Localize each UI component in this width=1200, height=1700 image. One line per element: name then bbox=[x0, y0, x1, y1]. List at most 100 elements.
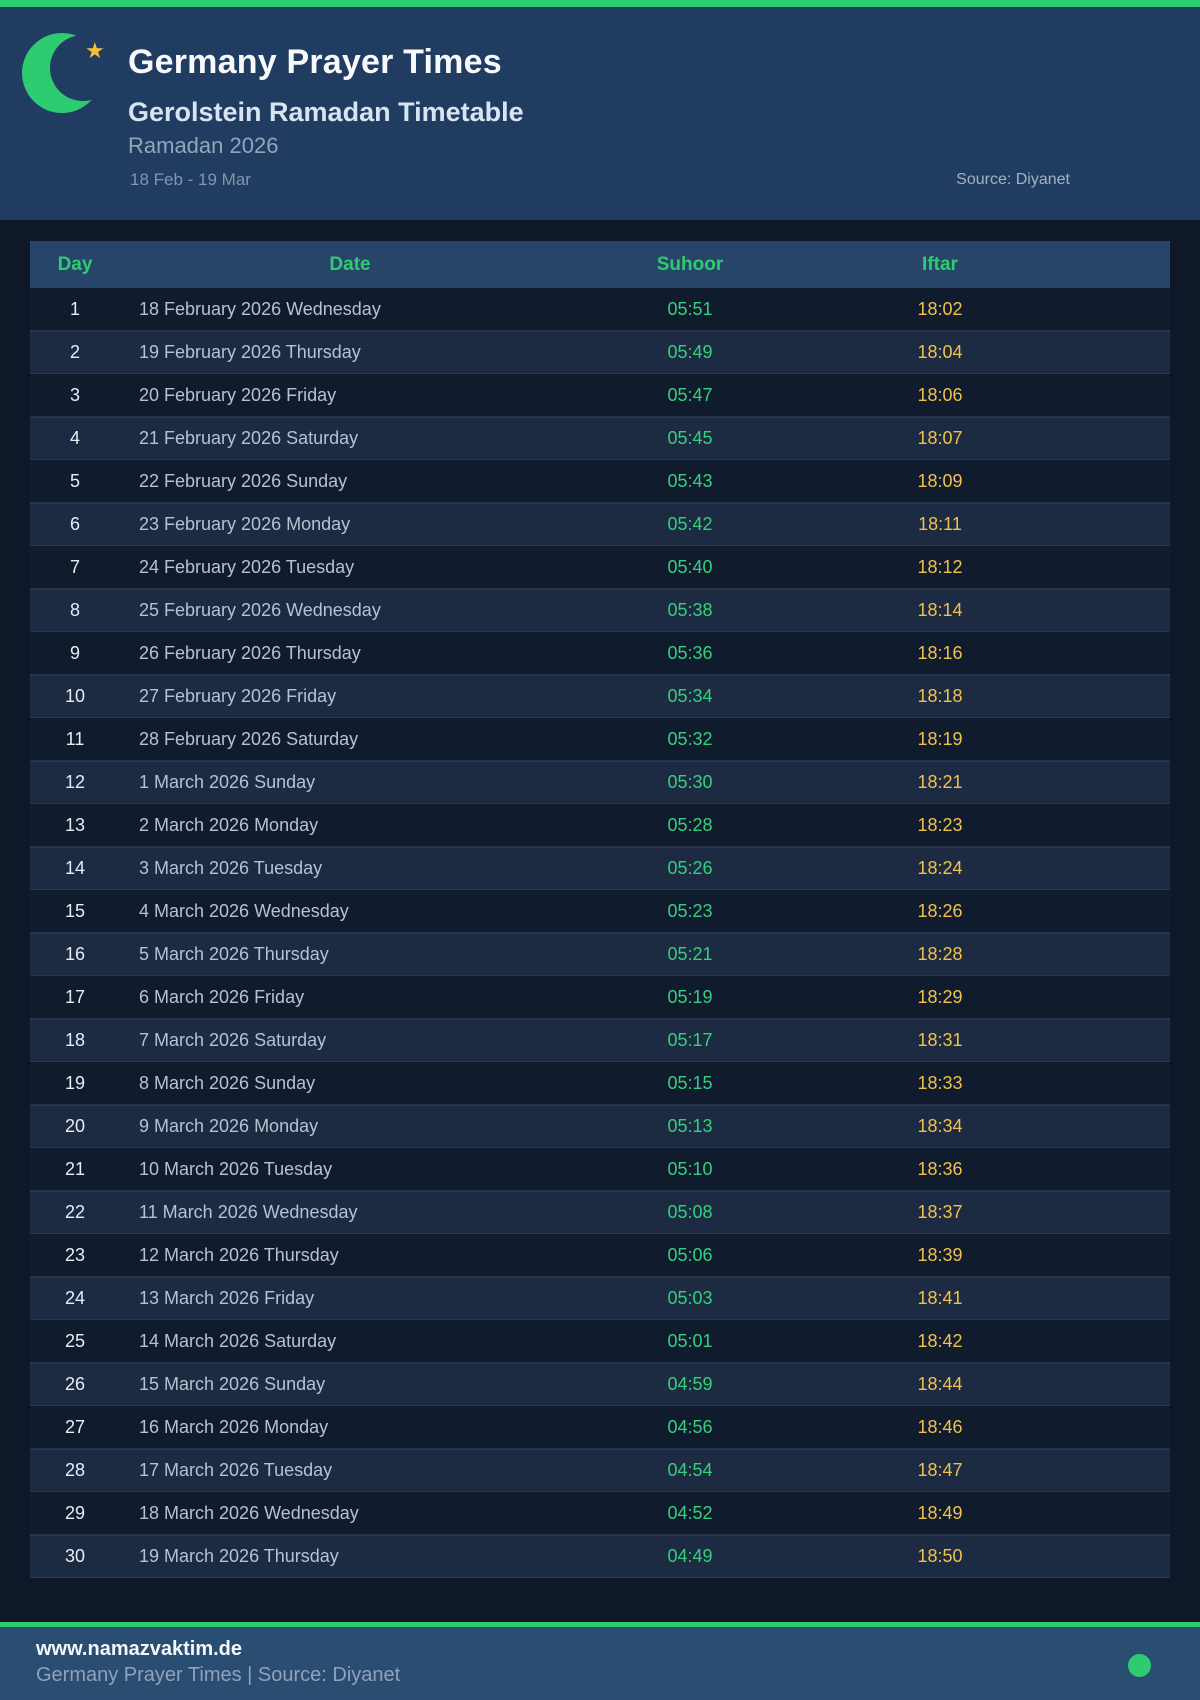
table-row: 7 24 February 2026 Tuesday 05:40 18:12 bbox=[30, 546, 1170, 589]
page-subtitle: Gerolstein Ramadan Timetable bbox=[128, 97, 524, 127]
day-cell: 9 bbox=[69, 642, 80, 663]
iftar-cell: 18:06 bbox=[917, 384, 963, 405]
iftar-cell: 18:44 bbox=[917, 1374, 963, 1394]
table-row: 1 18 February 2026 Wednesday 05:51 18:02 bbox=[30, 288, 1170, 331]
table-row: 10 27 February 2026 Friday 05:34 18:18 bbox=[30, 675, 1170, 718]
date-cell: 11 March 2026 Wednesday bbox=[139, 1202, 358, 1222]
date-cell: 22 February 2026 Sunday bbox=[139, 470, 348, 491]
suhoor-cell: 04:49 bbox=[667, 1546, 713, 1566]
suhoor-cell: 04:54 bbox=[667, 1460, 713, 1480]
date-cell: 26 February 2026 Thursday bbox=[139, 642, 361, 663]
day-cell: 27 bbox=[64, 1416, 86, 1437]
date-cell: 4 March 2026 Wednesday bbox=[139, 900, 349, 921]
table-row: 30 19 March 2026 Thursday 04:49 18:50 bbox=[30, 1535, 1170, 1578]
iftar-cell: 18:31 bbox=[917, 1030, 963, 1050]
day-cell: 1 bbox=[69, 298, 80, 319]
date-cell: 20 February 2026 Friday bbox=[139, 384, 337, 405]
suhoor-cell: 05:34 bbox=[667, 686, 713, 706]
iftar-cell: 18:50 bbox=[917, 1546, 963, 1566]
date-cell: 19 February 2026 Thursday bbox=[139, 342, 361, 362]
source-label: Source: Diyanet bbox=[956, 171, 1070, 188]
date-cell: 25 February 2026 Wednesday bbox=[139, 600, 381, 620]
day-cell: 18 bbox=[64, 1030, 86, 1050]
season-label: Ramadan 2026 bbox=[128, 133, 279, 158]
table-body: 1 18 February 2026 Wednesday 05:51 18:02 2 19… bbox=[30, 288, 1170, 1578]
day-cell: 10 bbox=[64, 686, 86, 706]
date-cell: 10 March 2026 Tuesday bbox=[139, 1158, 333, 1179]
column-header-date: Date bbox=[329, 253, 371, 275]
day-cell: 19 bbox=[64, 1072, 86, 1093]
iftar-cell: 18:28 bbox=[917, 944, 963, 964]
table-row: 8 25 February 2026 Wednesday 05:38 18:14 bbox=[30, 589, 1170, 632]
column-header-suhoor: Suhoor bbox=[656, 253, 724, 275]
date-cell: 6 March 2026 Friday bbox=[139, 986, 305, 1007]
suhoor-cell: 05:28 bbox=[667, 814, 713, 835]
footer: www.namazvaktim.de Germany Prayer Times … bbox=[0, 1627, 1200, 1700]
day-cell: 12 bbox=[64, 772, 86, 792]
iftar-cell: 18:07 bbox=[917, 428, 963, 448]
suhoor-cell: 05:06 bbox=[667, 1244, 713, 1265]
date-range: 18 Feb - 19 Mar bbox=[130, 170, 251, 189]
day-cell: 28 bbox=[64, 1460, 86, 1480]
suhoor-cell: 05:51 bbox=[667, 298, 713, 319]
date-cell: 19 March 2026 Thursday bbox=[139, 1546, 339, 1566]
day-cell: 17 bbox=[64, 986, 86, 1007]
day-cell: 2 bbox=[69, 342, 80, 362]
date-cell: 21 February 2026 Saturday bbox=[139, 428, 359, 448]
green-dot-icon bbox=[1128, 1654, 1151, 1677]
date-cell: 2 March 2026 Monday bbox=[139, 814, 319, 835]
table-header-row: Day Date Suhoor Iftar bbox=[30, 241, 1170, 288]
table-row: 25 14 March 2026 Saturday 05:01 18:42 bbox=[30, 1320, 1170, 1363]
suhoor-cell: 04:59 bbox=[667, 1374, 713, 1394]
date-cell: 27 February 2026 Friday bbox=[139, 686, 337, 706]
table-row: 3 20 February 2026 Friday 05:47 18:06 bbox=[30, 374, 1170, 417]
table-row: 16 5 March 2026 Thursday 05:21 18:28 bbox=[30, 933, 1170, 976]
iftar-cell: 18:04 bbox=[917, 342, 963, 362]
date-cell: 28 February 2026 Saturday bbox=[139, 728, 359, 749]
suhoor-cell: 05:30 bbox=[667, 772, 713, 792]
iftar-cell: 18:24 bbox=[917, 858, 963, 878]
iftar-cell: 18:37 bbox=[917, 1202, 963, 1222]
iftar-cell: 18:29 bbox=[917, 986, 963, 1007]
table-row: 29 18 March 2026 Wednesday 04:52 18:49 bbox=[30, 1492, 1170, 1535]
table-row: 11 28 February 2026 Saturday 05:32 18:19 bbox=[30, 718, 1170, 761]
day-cell: 25 bbox=[64, 1330, 86, 1351]
day-cell: 7 bbox=[69, 556, 80, 577]
iftar-cell: 18:09 bbox=[917, 470, 963, 491]
column-header-iftar: Iftar bbox=[922, 253, 958, 275]
day-cell: 5 bbox=[69, 470, 80, 491]
suhoor-cell: 05:03 bbox=[667, 1288, 713, 1308]
date-cell: 15 March 2026 Sunday bbox=[139, 1374, 326, 1394]
table-row: 18 7 March 2026 Saturday 05:17 18:31 bbox=[30, 1019, 1170, 1062]
suhoor-cell: 04:52 bbox=[667, 1502, 713, 1523]
iftar-cell: 18:23 bbox=[917, 814, 963, 835]
iftar-cell: 18:02 bbox=[917, 298, 963, 319]
date-cell: 8 March 2026 Sunday bbox=[139, 1072, 316, 1093]
suhoor-cell: 04:56 bbox=[667, 1416, 713, 1437]
date-cell: 23 February 2026 Monday bbox=[139, 514, 351, 534]
table-row: 6 23 February 2026 Monday 05:42 18:11 bbox=[30, 503, 1170, 546]
suhoor-cell: 05:43 bbox=[667, 470, 713, 491]
table-row: 13 2 March 2026 Monday 05:28 18:23 bbox=[30, 804, 1170, 847]
day-cell: 26 bbox=[64, 1374, 86, 1394]
date-cell: 18 March 2026 Wednesday bbox=[139, 1502, 359, 1523]
date-cell: 12 March 2026 Thursday bbox=[139, 1244, 339, 1265]
day-cell: 14 bbox=[64, 858, 86, 878]
table-row: 9 26 February 2026 Thursday 05:36 18:16 bbox=[30, 632, 1170, 675]
date-cell: 14 March 2026 Saturday bbox=[139, 1330, 337, 1351]
table-row: 28 17 March 2026 Tuesday 04:54 18:47 bbox=[30, 1449, 1170, 1492]
footer-accent-line bbox=[0, 1622, 1200, 1627]
table-row: 5 22 February 2026 Sunday 05:43 18:09 bbox=[30, 460, 1170, 503]
table-row: 21 10 March 2026 Tuesday 05:10 18:36 bbox=[30, 1148, 1170, 1191]
day-cell: 22 bbox=[64, 1202, 86, 1222]
column-header-day: Day bbox=[57, 253, 93, 275]
iftar-cell: 18:19 bbox=[917, 728, 963, 749]
crescent-moon-icon bbox=[22, 33, 116, 113]
iftar-cell: 18:12 bbox=[917, 556, 963, 577]
iftar-cell: 18:16 bbox=[917, 642, 963, 663]
iftar-cell: 18:14 bbox=[917, 600, 963, 620]
day-cell: 15 bbox=[64, 900, 86, 921]
date-cell: 24 February 2026 Tuesday bbox=[139, 556, 355, 577]
table-row: 12 1 March 2026 Sunday 05:30 18:21 bbox=[30, 761, 1170, 804]
